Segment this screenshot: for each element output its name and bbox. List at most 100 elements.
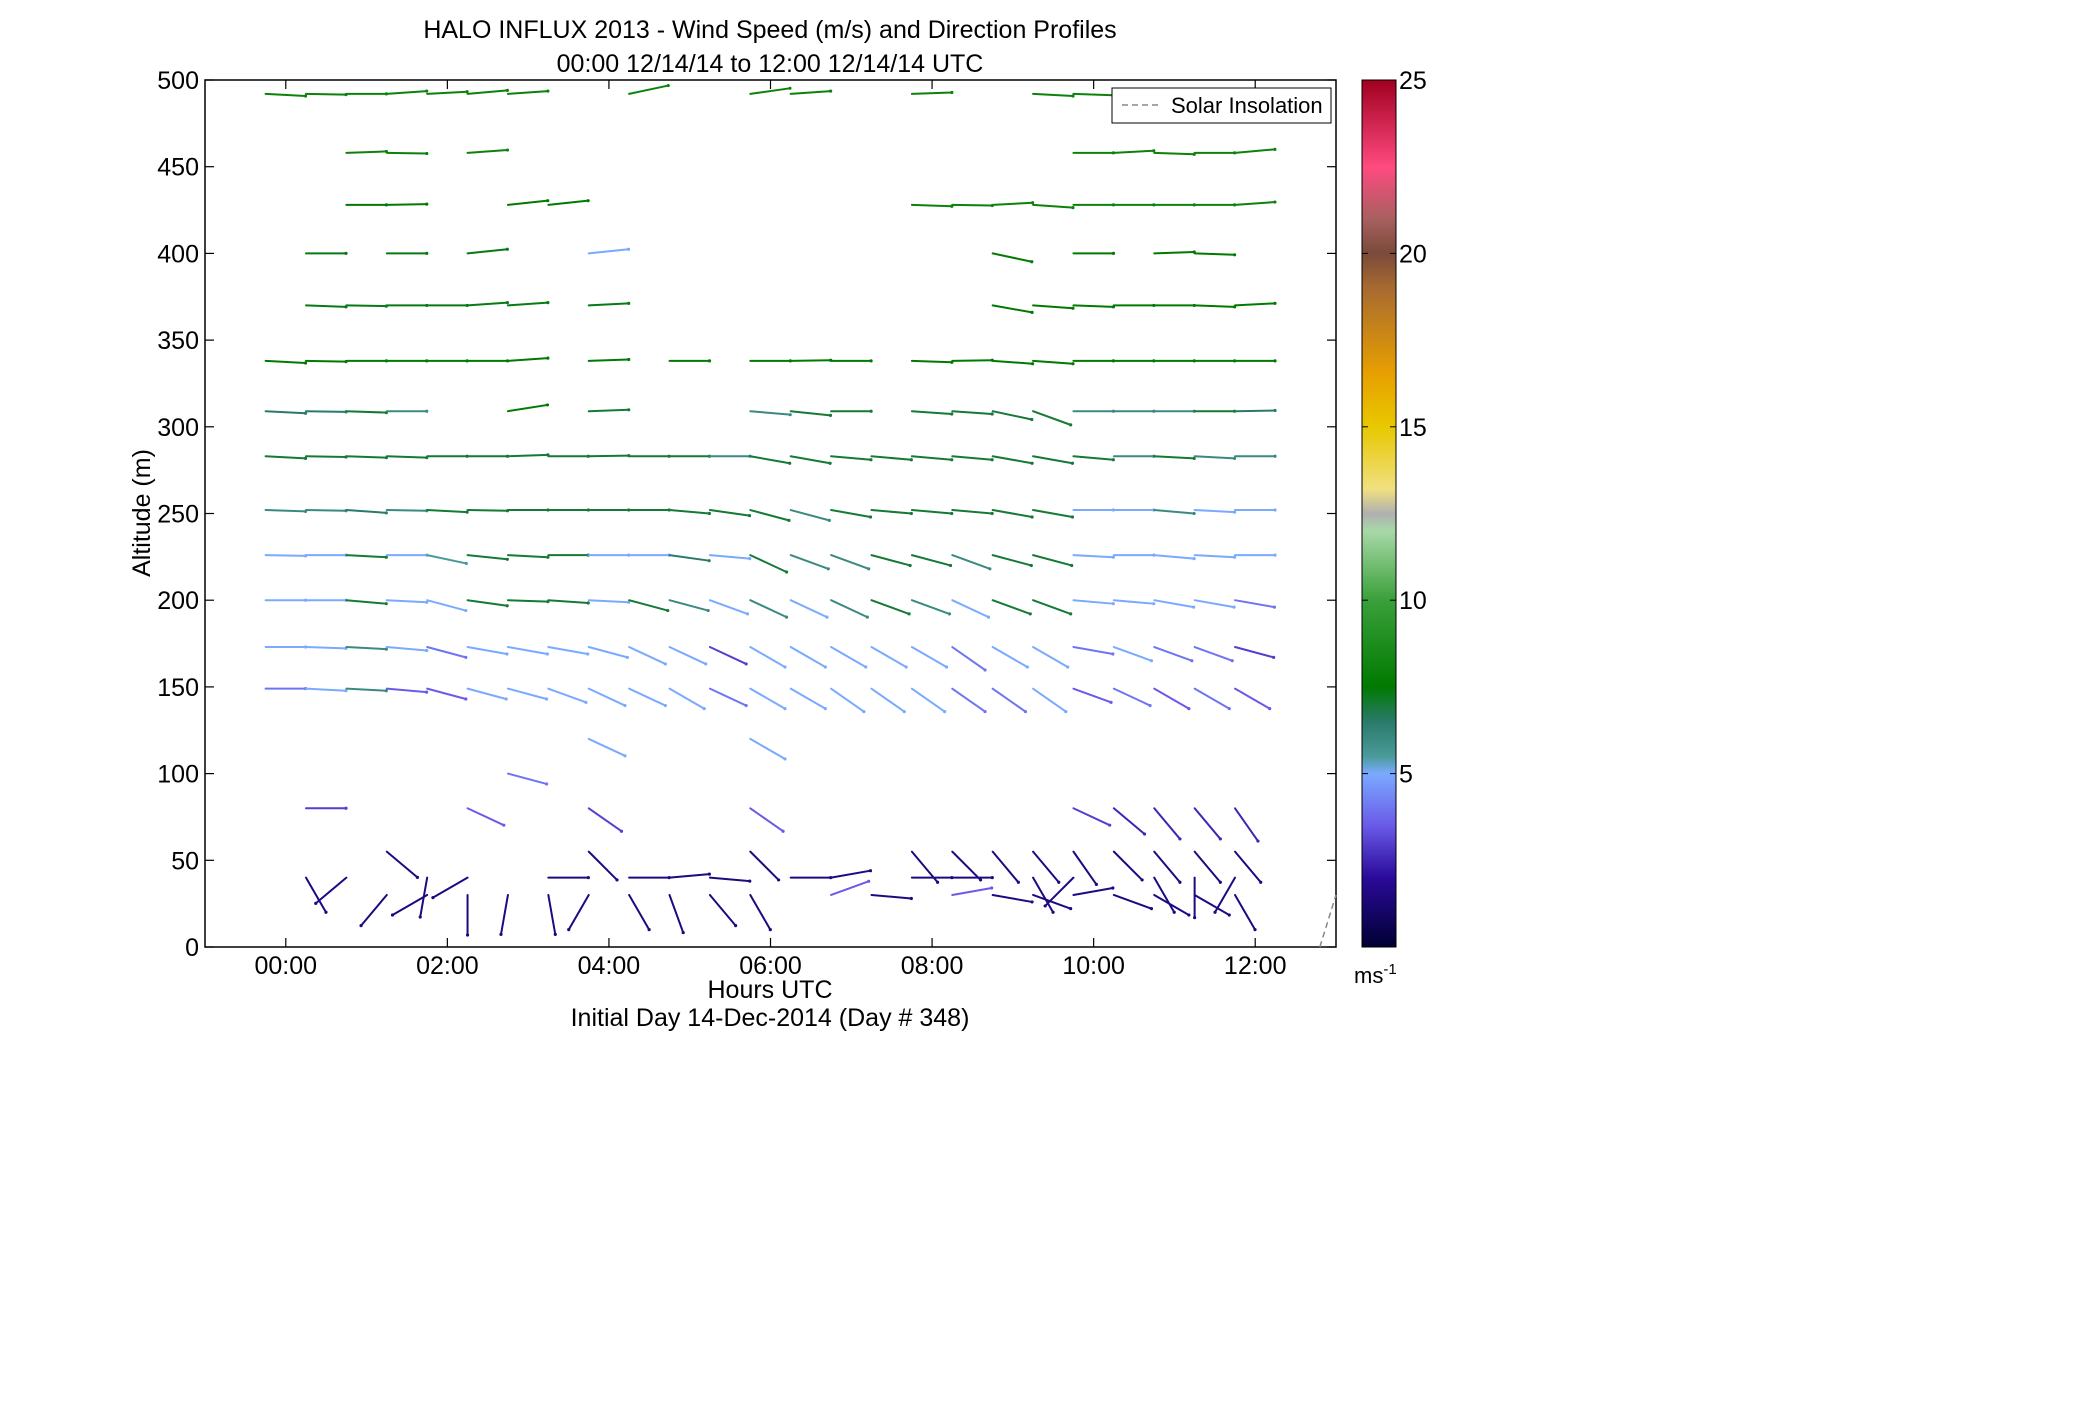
wind-barb [1193,599,1236,609]
wind-barb [431,876,469,899]
wind-barb [506,599,549,603]
wind-barb [910,646,948,669]
wind-barb [1153,151,1196,156]
wind-barb-tip [1057,880,1061,884]
wind-barb-tip [303,361,308,365]
wind-barb-tip [862,709,866,714]
wind-barb-tip [788,461,792,465]
wind-barb [1032,893,1072,910]
y-tick-label: 200 [157,587,199,615]
wind-barb-tip [384,555,388,559]
x-tick-label: 08:00 [901,952,964,980]
wind-barb-tip [823,707,827,711]
x-axis-sublabel: Initial Day 14-Dec-2014 (Day # 348) [571,1004,970,1032]
wind-barb-tip [1233,253,1237,257]
chart-title-line2: 00:00 12/14/14 to 12:00 12/14/14 UTC [557,50,984,78]
wind-barb [991,509,1034,518]
wind-barb [749,410,792,416]
wind-barb-tip [1178,837,1182,841]
y-tick-label: 150 [157,674,199,702]
wind-barb [1072,455,1115,461]
wind-barb-tip [666,608,670,613]
wind-barb [1032,646,1069,669]
wind-barb-tip [707,872,711,876]
wind-barb [951,887,993,896]
wind-barb [749,646,786,669]
wind-barb [628,84,670,95]
wind-barb-tip [1111,602,1115,606]
wind-barb-tip [425,89,429,93]
wind-barb-tip [776,878,781,882]
wind-barb [1234,599,1276,609]
wind-barb [466,509,509,512]
wind-barb-tip [359,924,363,928]
wind-barb [385,203,428,206]
wind-barb-tip [586,199,590,203]
wind-barb [628,646,667,665]
wind-barb [264,455,307,460]
wind-barb-tip [505,247,509,251]
wind-barb-tip [545,652,549,656]
wind-barb-tip [625,655,629,659]
colorbar-tick-label: 20 [1399,240,1427,268]
wind-barb-tip [544,697,549,701]
wind-barb-tip [1071,306,1075,310]
wind-barb [1234,850,1262,884]
wind-barb-tip [464,655,468,659]
legend-box [1111,87,1332,124]
wind-barb [506,646,549,655]
wind-barb-tip [627,408,631,412]
wind-barb [385,509,428,512]
wind-barb [264,410,307,415]
wind-barb [314,876,348,905]
wind-barb [628,599,669,612]
wind-barb-tip [384,689,388,693]
wind-barb-tip [1192,456,1196,460]
wind-barb [830,646,867,669]
wind-barb-tip [425,600,429,604]
wind-barb-tip [1193,916,1197,920]
wind-barb [910,509,953,515]
wind-barb [506,199,549,206]
y-tick-label: 500 [157,67,199,95]
y-axis-ticks: 0 50 100 150 200 250 300 350 400 450 500 [157,67,1336,962]
wind-barb [1032,509,1074,518]
plot-area [204,79,1337,948]
wind-barb-tip [1187,707,1191,711]
chart-title-line1: HALO INFLUX 2013 - Wind Speed (m/s) and … [423,16,1116,44]
wind-barb [1153,554,1196,560]
wind-barb [991,201,1034,206]
wind-barb [951,850,982,881]
wind-barb-tip [702,707,706,711]
wind-barb-tip [1273,408,1277,413]
wind-barb [830,599,869,619]
wind-barb-tip [666,83,670,88]
x-axis-ticks: 00:00 02:00 04:00 06:00 08:00 10:00 12:00 [255,80,1286,980]
wind-barb-tip [546,89,550,93]
wind-barb [1193,893,1231,916]
wind-barb-tip [947,612,952,616]
wind-barb [304,687,347,692]
wind-barb [991,646,1029,669]
wind-barb [1153,850,1181,884]
wind-barb [264,554,307,557]
wind-barb [587,850,619,881]
wind-barb-tip [553,932,557,936]
wind-barb [587,454,630,458]
wind-barb-tip [314,901,318,905]
wind-barb-tip [950,90,954,95]
wind-barb-tip [1094,882,1098,886]
wind-barb [1072,92,1115,97]
wind-barb [830,455,872,461]
wind-barb-tip [950,511,954,516]
wind-barb-tip [1256,839,1260,843]
wind-barb-tip [544,782,549,786]
wind-barb [1153,455,1196,460]
wind-barb [1032,203,1074,209]
wind-barb-tip [944,665,949,669]
wind-barb [951,554,991,570]
wind-barb-tip [464,561,468,566]
wind-barb-tip [384,647,388,651]
wind-barb-tip [986,615,991,619]
